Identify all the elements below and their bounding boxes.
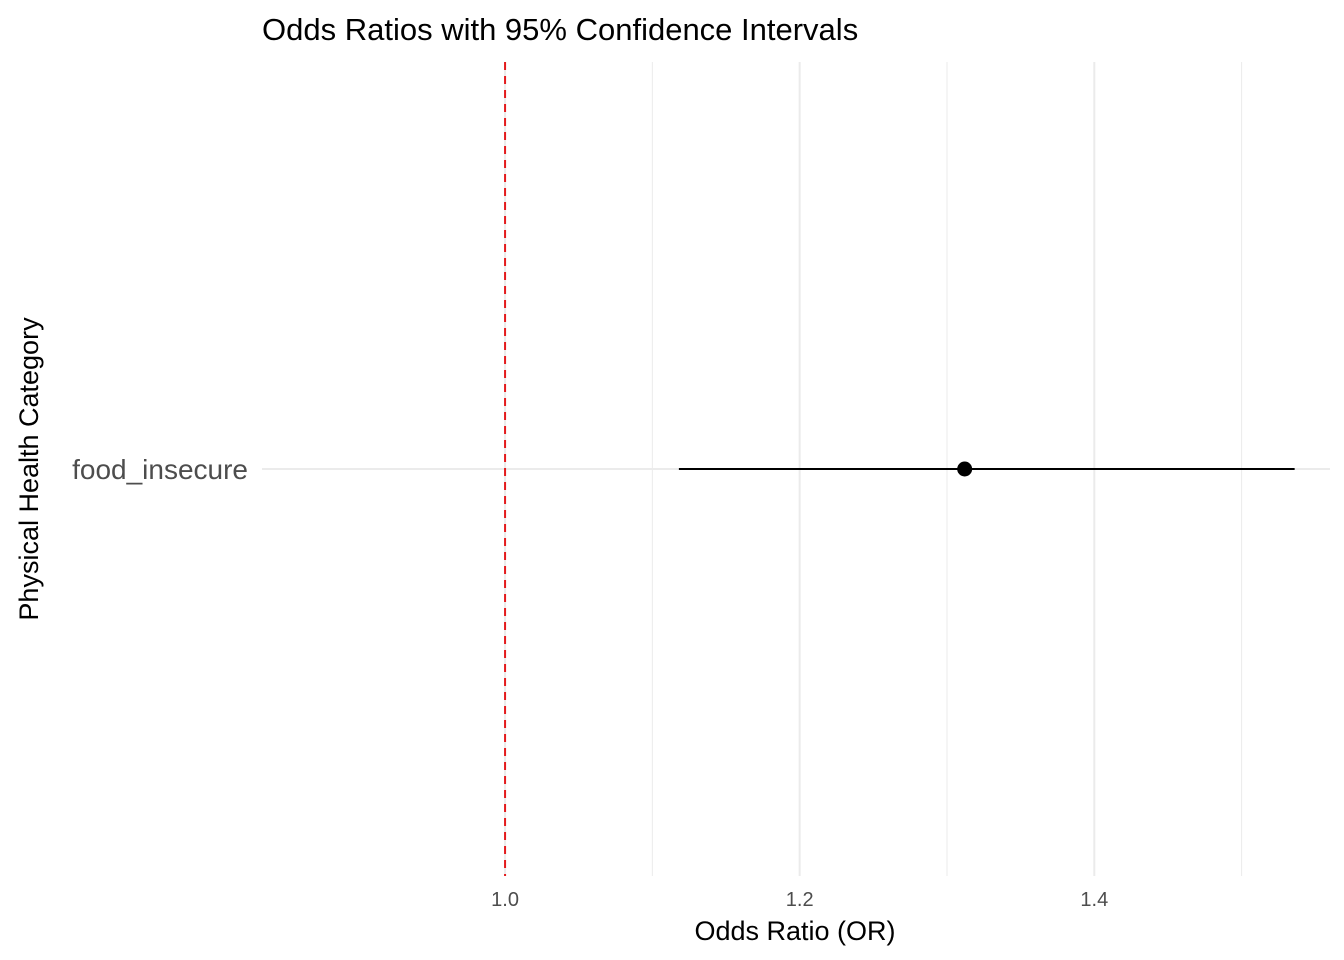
y-axis-title: Physical Health Category (14, 317, 44, 621)
y-tick-labels: food_insecure (72, 454, 248, 485)
y-tick-label-food_insecure: food_insecure (72, 454, 248, 485)
x-tick-label: 1.4 (1080, 889, 1108, 911)
chart-title: Odds Ratios with 95% Confidence Interval… (262, 12, 858, 47)
x-tick-labels: 1.0 1.2 1.4 (491, 889, 1108, 911)
x-tick-label: 1.0 (491, 889, 519, 911)
or-point-food_insecure (957, 461, 973, 477)
x-tick-label: 1.2 (786, 889, 814, 911)
x-axis-title: Odds Ratio (OR) (694, 916, 895, 946)
marks-layer (678, 461, 1295, 477)
